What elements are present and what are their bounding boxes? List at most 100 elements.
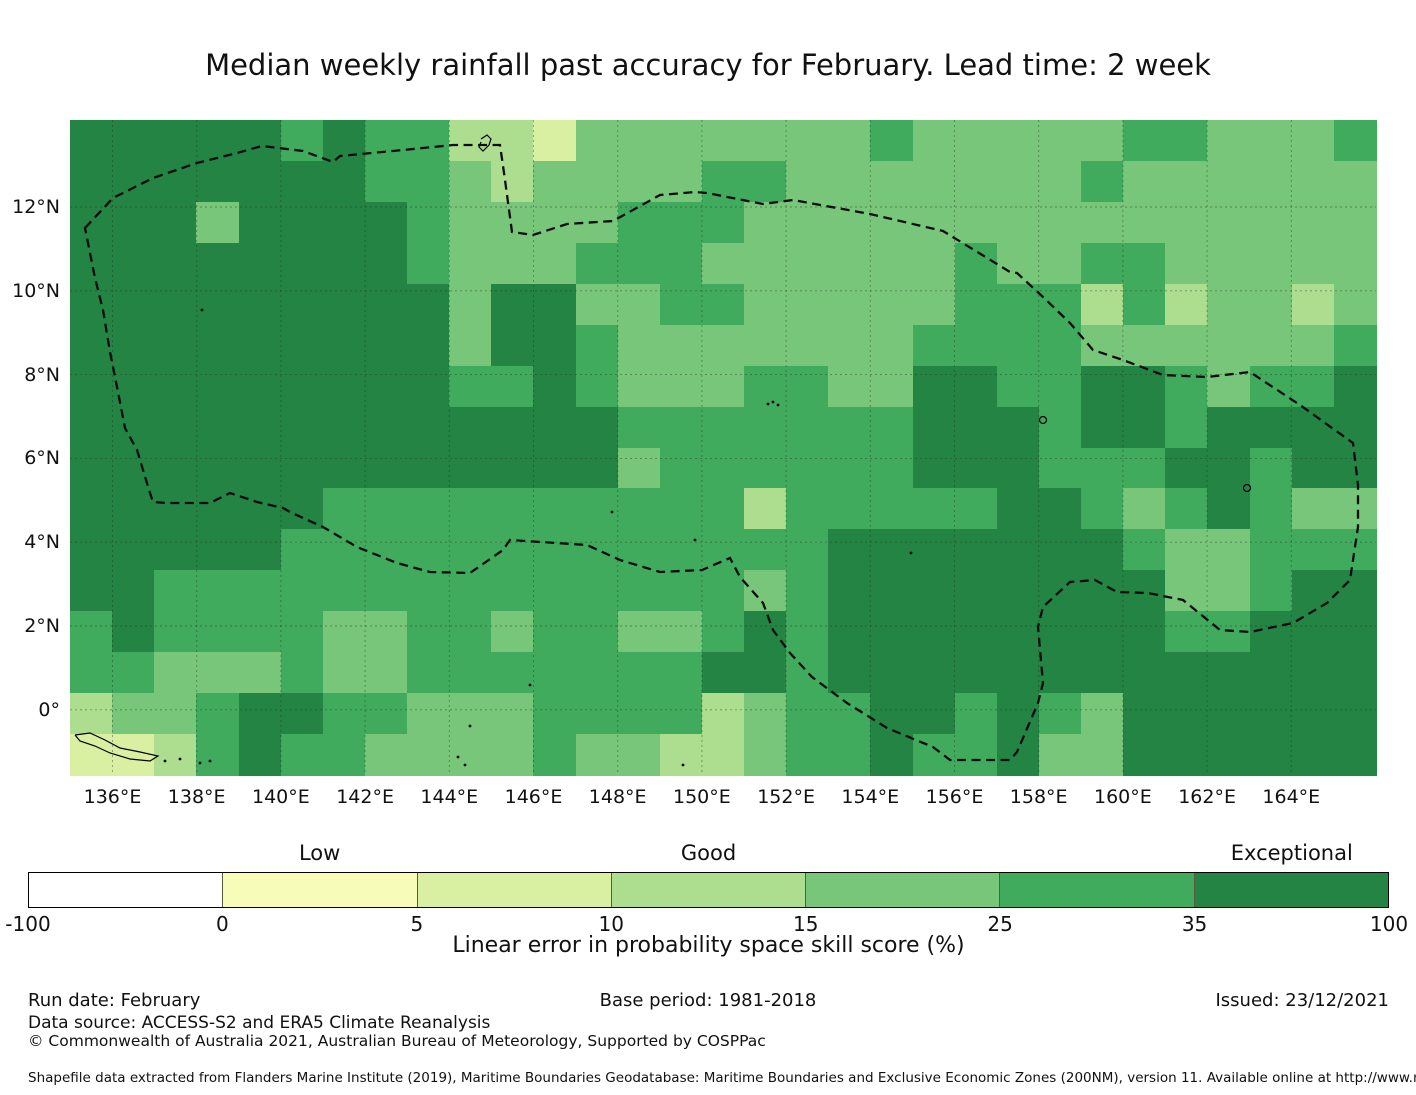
chuuk-island bbox=[776, 403, 780, 407]
map-cell bbox=[1249, 734, 1293, 776]
pohnpei-island bbox=[1038, 415, 1048, 425]
map-cell bbox=[154, 447, 197, 490]
map-cell bbox=[1249, 488, 1293, 530]
y-tick-label: 2°N bbox=[24, 615, 60, 637]
map-cell bbox=[954, 488, 998, 530]
colorbar-segment bbox=[1000, 873, 1195, 907]
map-cell bbox=[1333, 201, 1377, 244]
map-cell bbox=[1038, 160, 1082, 203]
map-cell bbox=[1081, 242, 1124, 285]
map-cell bbox=[1123, 447, 1166, 490]
map-cell bbox=[364, 447, 408, 490]
map-cell bbox=[575, 693, 619, 735]
map-cell bbox=[1207, 160, 1251, 203]
map-cell bbox=[786, 120, 829, 162]
map-cell bbox=[1291, 734, 1335, 776]
kosrae-island bbox=[1242, 483, 1252, 493]
colorbar-segment bbox=[806, 873, 1001, 907]
map-cell bbox=[954, 529, 998, 571]
map-cell bbox=[701, 365, 745, 408]
map-cell bbox=[1038, 365, 1082, 408]
map-cell bbox=[1333, 406, 1377, 449]
map-cell bbox=[364, 242, 408, 285]
map-cell bbox=[154, 283, 197, 326]
map-cell bbox=[1123, 406, 1166, 449]
map-cell bbox=[659, 529, 703, 571]
map-cell bbox=[154, 120, 197, 162]
map-cell bbox=[322, 488, 366, 530]
map-cell bbox=[954, 447, 998, 490]
map-cell bbox=[1333, 283, 1377, 326]
map-cell bbox=[1165, 201, 1209, 244]
map-cell bbox=[533, 652, 577, 694]
map-cell bbox=[1249, 160, 1293, 203]
map-cell bbox=[659, 283, 703, 326]
map-cell bbox=[322, 283, 366, 326]
map-cell bbox=[786, 283, 829, 326]
map-cell bbox=[238, 447, 282, 490]
map-cell bbox=[786, 734, 829, 776]
map-cell bbox=[112, 324, 155, 367]
map-cell bbox=[449, 447, 492, 490]
map-cell bbox=[1291, 693, 1335, 735]
map-cell bbox=[575, 120, 619, 162]
map-cell bbox=[154, 242, 197, 285]
map-cell bbox=[1333, 693, 1377, 735]
map-cell bbox=[1081, 120, 1124, 162]
coastal-islets-island bbox=[463, 763, 467, 767]
colorbar-tick-label: 25 bbox=[987, 912, 1013, 936]
map-cell bbox=[1081, 529, 1124, 571]
map-cell bbox=[870, 447, 914, 490]
map-cell bbox=[112, 529, 155, 571]
map-cell bbox=[575, 324, 619, 367]
map-cell bbox=[449, 365, 492, 408]
map-cell bbox=[996, 529, 1040, 571]
map-cell bbox=[744, 734, 787, 776]
map-cell bbox=[1081, 488, 1124, 530]
map-cell bbox=[659, 447, 703, 490]
map-cell bbox=[786, 529, 829, 571]
map-cell bbox=[1038, 488, 1082, 530]
coastal-islets-island bbox=[693, 538, 697, 542]
x-tick-label: 152°E bbox=[757, 786, 815, 808]
map-cell bbox=[744, 365, 787, 408]
map-cell bbox=[196, 693, 240, 735]
map-cell bbox=[659, 324, 703, 367]
map-cell bbox=[954, 365, 998, 408]
colorbar-segment bbox=[223, 873, 418, 907]
map-cell bbox=[744, 324, 787, 367]
coastal-islets-island bbox=[163, 759, 167, 763]
map-cell bbox=[828, 324, 872, 367]
map-cell bbox=[617, 160, 661, 203]
map-cell bbox=[1165, 611, 1209, 653]
coastal-islets-island bbox=[198, 761, 202, 765]
map-cell bbox=[744, 652, 787, 694]
map-cell bbox=[533, 734, 577, 776]
map-cell bbox=[407, 570, 450, 612]
chart-title: Median weekly rainfall past accuracy for… bbox=[205, 48, 1211, 82]
map-cell bbox=[280, 611, 324, 653]
map-cell bbox=[659, 120, 703, 162]
map-cell bbox=[533, 283, 577, 326]
map-cell bbox=[996, 120, 1040, 162]
map-cell bbox=[1207, 693, 1251, 735]
map-cell bbox=[533, 488, 577, 530]
map-cell bbox=[1038, 652, 1082, 694]
map-cell bbox=[70, 488, 113, 530]
map-cell bbox=[996, 160, 1040, 203]
map-cell bbox=[659, 406, 703, 449]
coastal-islets-island bbox=[909, 551, 913, 555]
map-cell bbox=[1123, 693, 1166, 735]
map-cell bbox=[744, 488, 787, 530]
map-cell bbox=[322, 611, 366, 653]
map-cell bbox=[1249, 283, 1293, 326]
map-cell bbox=[575, 570, 619, 612]
map-cell bbox=[1207, 447, 1251, 490]
map-cell bbox=[322, 529, 366, 571]
map-cell bbox=[1123, 120, 1166, 162]
map-cell bbox=[1165, 160, 1209, 203]
map-cell bbox=[786, 160, 829, 203]
map-cell bbox=[1081, 447, 1124, 490]
map-cell bbox=[828, 120, 872, 162]
